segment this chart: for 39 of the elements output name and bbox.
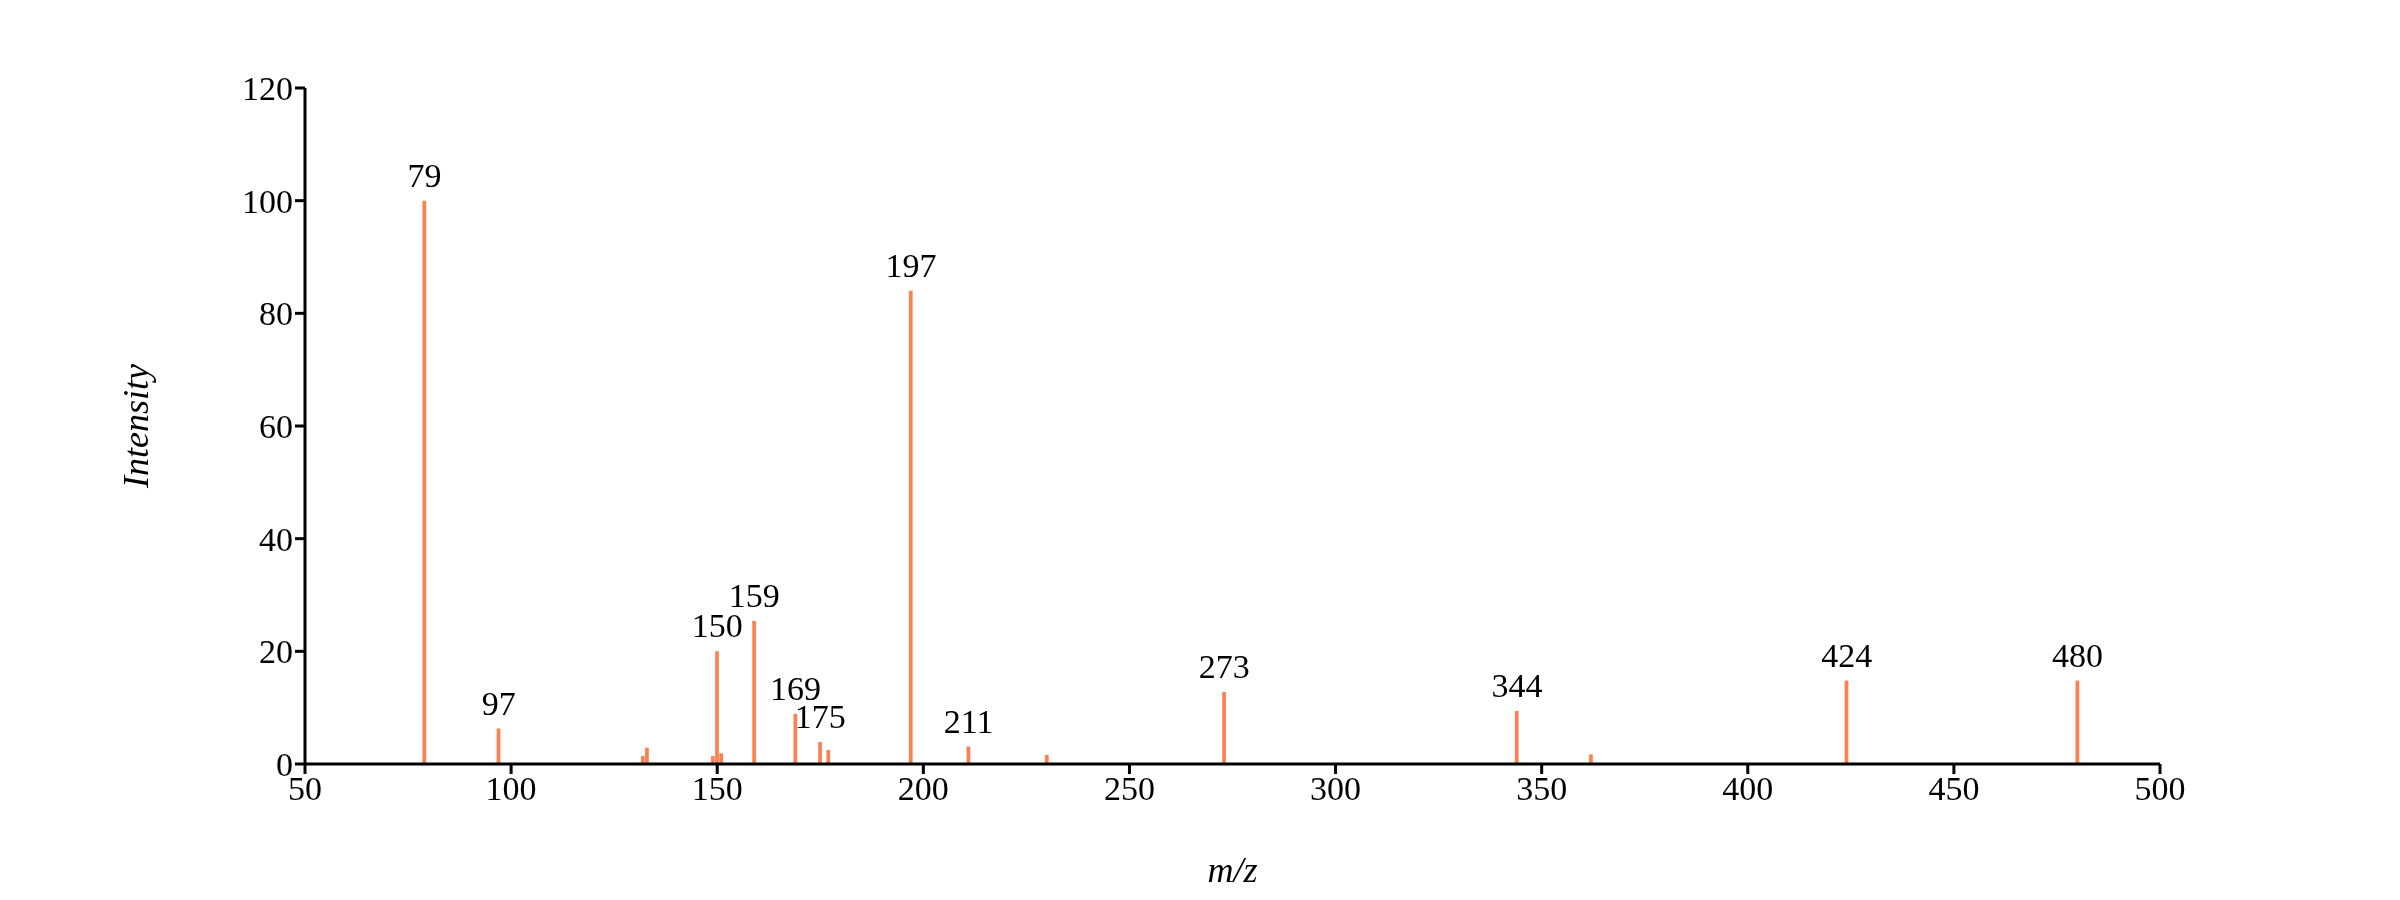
x-tick-label: 450 bbox=[1928, 770, 1980, 808]
x-tick-label: 250 bbox=[1103, 770, 1155, 808]
x-tick-label: 350 bbox=[1516, 770, 1568, 808]
x-tick-label: 200 bbox=[897, 770, 949, 808]
bar bbox=[1514, 711, 1519, 764]
bar bbox=[422, 200, 427, 764]
x-tick-label: 100 bbox=[485, 770, 537, 808]
bar bbox=[826, 749, 831, 764]
annotation: 344 bbox=[1491, 667, 1543, 705]
y-axis-title: Intensity bbox=[115, 364, 156, 489]
bar bbox=[793, 713, 798, 764]
annotation: 480 bbox=[2052, 636, 2104, 674]
x-tick-label: 300 bbox=[1310, 770, 1362, 808]
annotation: 273 bbox=[1198, 647, 1250, 685]
annotation: 169 bbox=[770, 669, 822, 707]
bar bbox=[645, 747, 649, 764]
y-tick-label: 80 bbox=[259, 295, 293, 333]
y-tick-label: 60 bbox=[259, 408, 293, 446]
x-tick-label: 500 bbox=[2134, 770, 2186, 808]
bar bbox=[752, 620, 756, 764]
annotation: 197 bbox=[885, 246, 937, 284]
annotation: 211 bbox=[943, 702, 994, 740]
annotation: 97 bbox=[481, 684, 516, 722]
annotation: 79 bbox=[407, 156, 442, 194]
bar bbox=[908, 290, 913, 764]
bar bbox=[818, 742, 822, 764]
bar bbox=[2075, 680, 2080, 764]
bar bbox=[715, 651, 719, 764]
y-tick-label: 100 bbox=[242, 182, 293, 220]
x-axis-title: m/z bbox=[1207, 850, 1258, 890]
bar bbox=[1589, 754, 1593, 764]
y-tick-label: 20 bbox=[259, 633, 293, 671]
x-tick-label: 400 bbox=[1722, 770, 1774, 808]
x-tick-label: 150 bbox=[691, 770, 743, 808]
bar bbox=[1044, 754, 1049, 764]
y-tick-label: 120 bbox=[242, 70, 293, 108]
annotation: 424 bbox=[1821, 636, 1873, 674]
y-tick-label: 40 bbox=[259, 520, 293, 558]
bar bbox=[1222, 691, 1226, 764]
